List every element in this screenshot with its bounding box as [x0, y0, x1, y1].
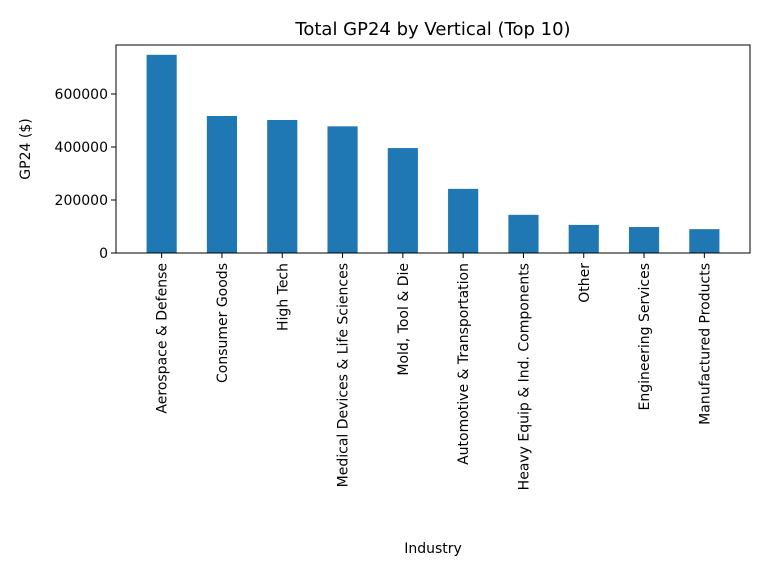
y-tick-label: 600000: [55, 87, 108, 103]
bar: [387, 148, 418, 253]
bar: [689, 229, 720, 253]
bar: [267, 119, 298, 254]
bars-layer: [146, 54, 720, 254]
x-tick-label: High Tech: [275, 263, 291, 331]
x-tick-label: Mold, Tool & Die: [396, 263, 412, 376]
x-tick-label: Medical Devices & Life Sciences: [336, 263, 352, 487]
x-tick-label: Consumer Goods: [215, 263, 231, 383]
y-tick-label: 200000: [55, 193, 108, 209]
y-axis-label: GP24 ($): [18, 118, 34, 179]
x-axis-ticks: Aerospace & Defense Consumer Goods High Te…: [155, 253, 713, 490]
x-tick-label: Manufactured Products: [697, 263, 713, 425]
x-tick-label: Engineering Services: [637, 263, 653, 411]
bar: [448, 188, 479, 253]
bar: [327, 126, 358, 253]
bar: [146, 54, 177, 253]
x-tick-label: Other: [577, 263, 593, 303]
plot-area-frame: [115, 44, 751, 254]
x-tick-label: Aerospace & Defense: [155, 263, 171, 414]
bar: [568, 224, 599, 253]
chart-title: Total GP24 by Vertical (Top 10): [294, 19, 570, 40]
bar: [508, 214, 539, 253]
x-tick-label: Automotive & Transportation: [456, 263, 472, 465]
x-tick-label: Heavy Equip & Ind. Components: [516, 263, 532, 490]
y-tick-label: 0: [99, 246, 108, 262]
y-axis-ticks: 0 200000 400000 600000: [55, 87, 116, 262]
x-axis-label: Industry: [404, 541, 462, 557]
bar: [628, 227, 660, 253]
y-tick-label: 400000: [55, 140, 108, 156]
bar: [206, 116, 238, 253]
